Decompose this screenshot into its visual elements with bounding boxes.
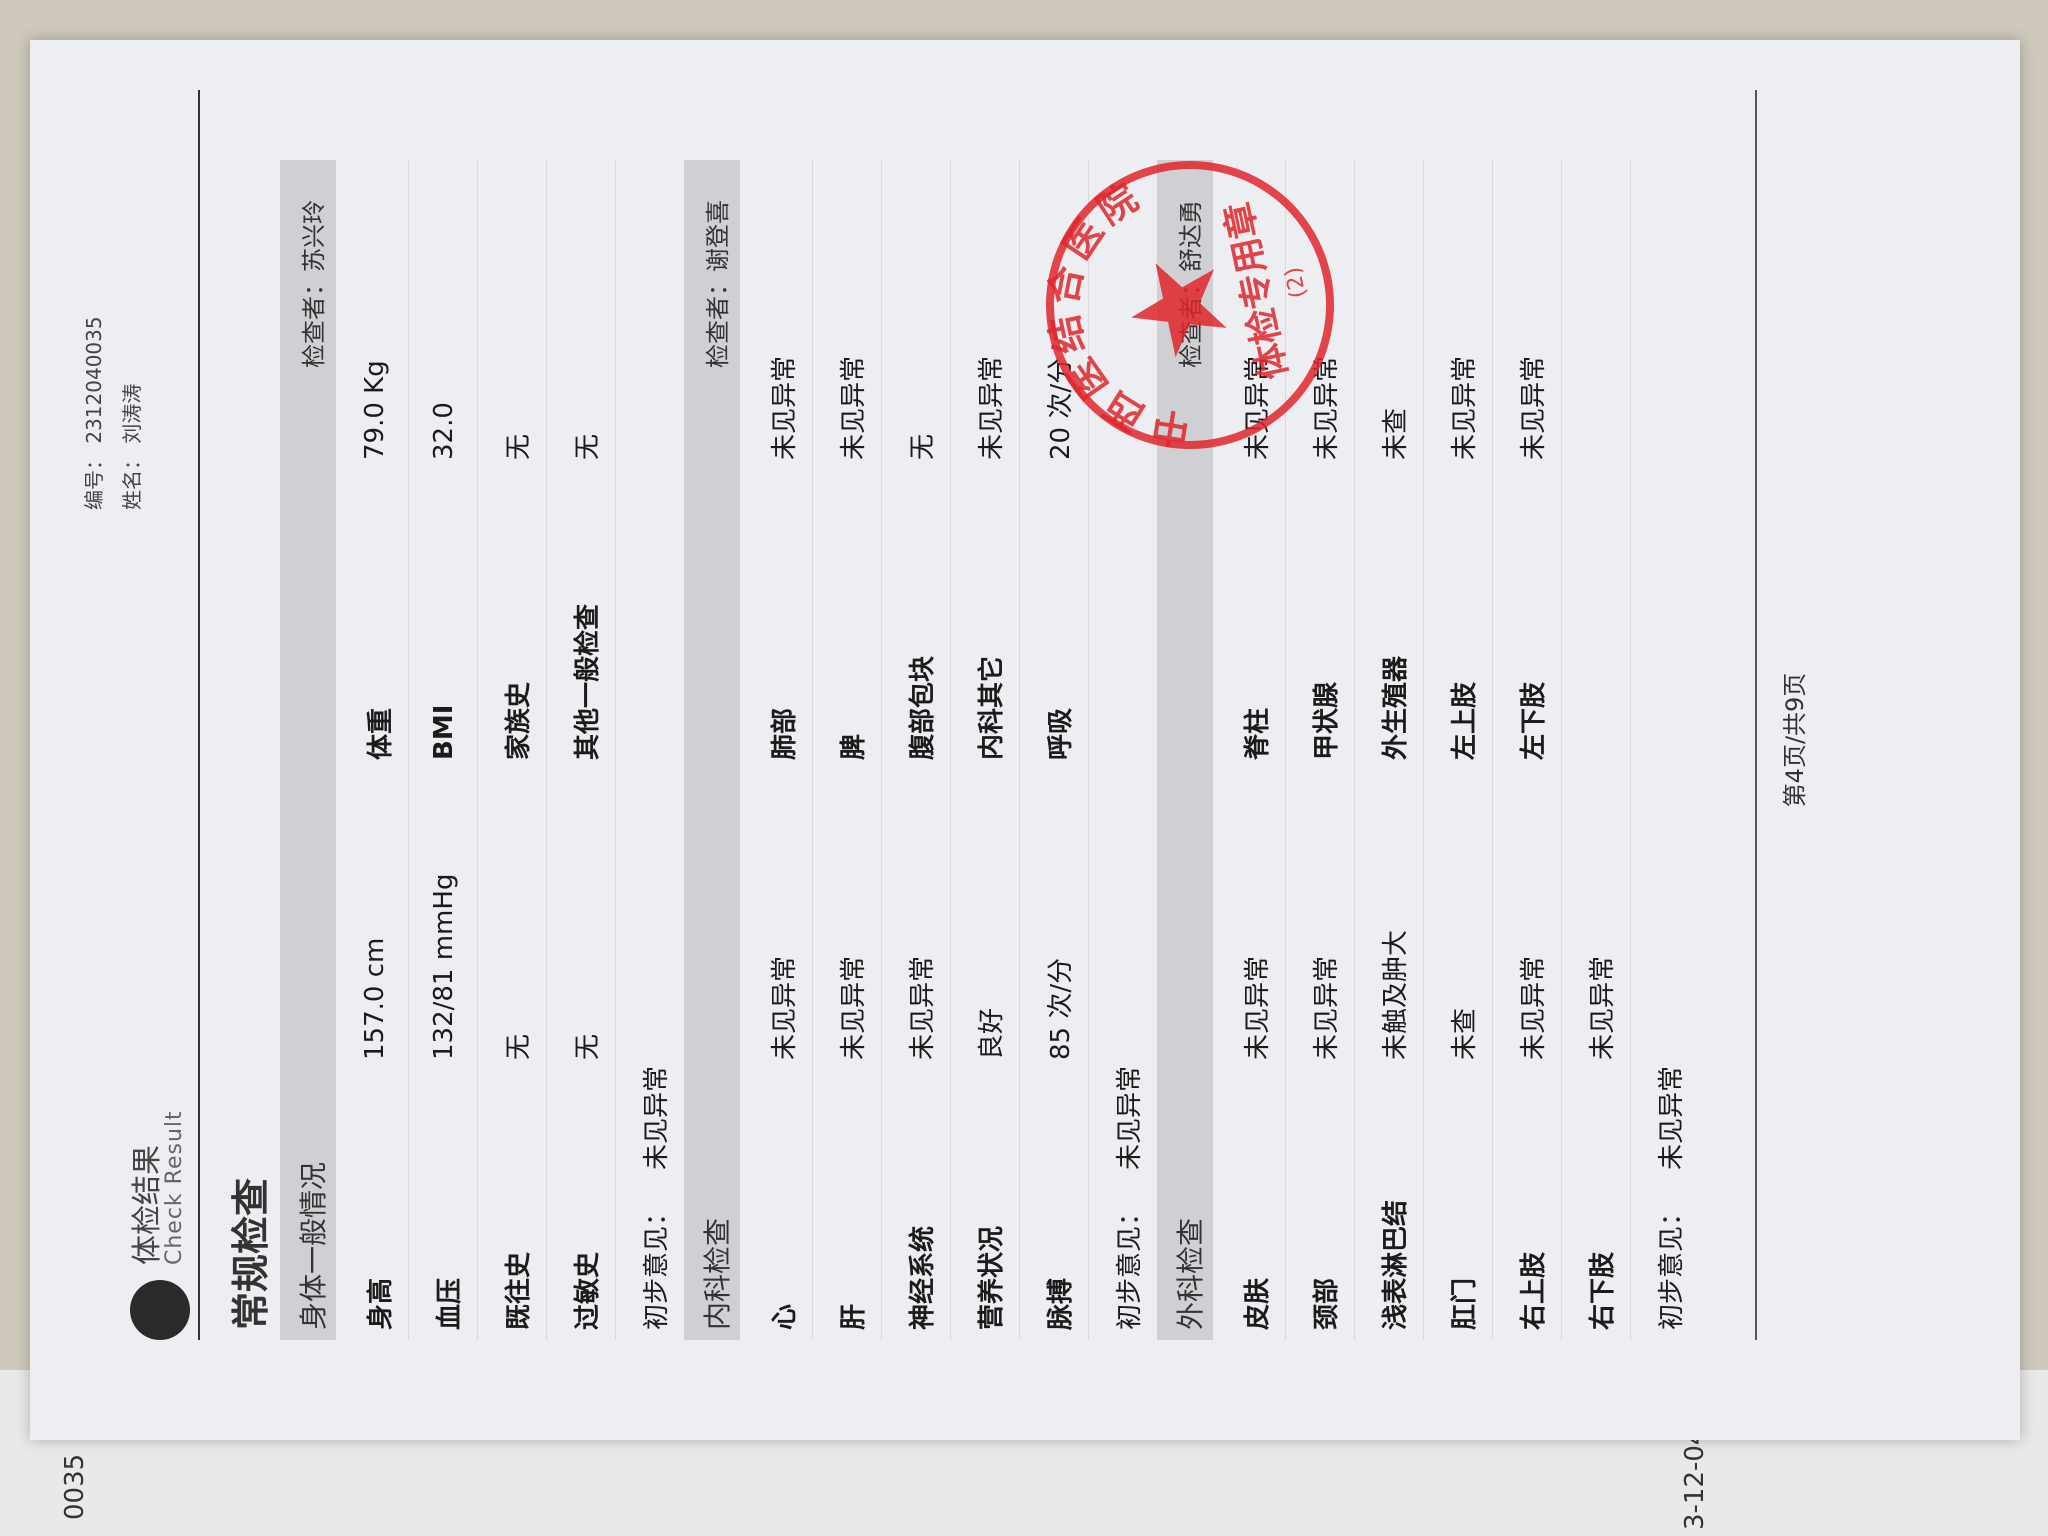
item-label: 体重 [366, 707, 396, 760]
left-page-fragment: 0035 [60, 1453, 90, 1520]
item-label: BMI [429, 704, 459, 760]
item-value: 无 [573, 1033, 603, 1060]
stamp-purpose: 体检专用章 [1217, 198, 1296, 383]
section-title: 内科检查 [701, 1217, 734, 1330]
rule [1755, 90, 1757, 1340]
item-value: 未见异常 [770, 355, 800, 460]
item-label: 右下肢 [1588, 1251, 1618, 1330]
item-label: 肛门 [1450, 1277, 1480, 1330]
stamp: 中西医结合医院 体检专用章 (2) [1016, 161, 1334, 476]
item-label: 血压 [435, 1277, 465, 1330]
doc-title: 体检结果 [130, 1145, 165, 1265]
item-value: 157.0 cm [360, 937, 390, 1060]
item-value: 未查 [1450, 1007, 1480, 1060]
conclusion-value: 未见异常 [1657, 1065, 1687, 1170]
patient-name: 姓名： 刘涛涛 [120, 383, 144, 510]
item-label: 既往史 [504, 1251, 534, 1330]
item-value: 无 [573, 433, 603, 460]
item-value: 良好 [977, 1007, 1007, 1060]
item-label: 其他一般检查 [573, 603, 603, 760]
item-label: 肝 [839, 1303, 869, 1330]
item-label: 家族史 [504, 681, 534, 760]
doc-subtitle: Check Result [162, 1110, 187, 1265]
item-value: 未见异常 [1588, 955, 1618, 1060]
table-row: 浅表淋巴结 未触及肿大 外生殖器 未查 [1355, 160, 1424, 1340]
section-title: 身体一般情况 [297, 1161, 330, 1330]
stamp-number: (2) [1281, 265, 1312, 301]
table-row: 营养状况 良好 内科其它 未见异常 [951, 160, 1020, 1340]
table-row: 过敏史无其他一般检查无 [547, 160, 616, 1340]
item-label: 身高 [366, 1277, 396, 1330]
sections: 身体一般情况 检查者：苏兴玲 身高 157.0 cm 体重 79.0 Kg 血压 132/81… [280, 160, 1699, 1340]
table-row: 既往史无家族史无 [478, 160, 547, 1340]
item-label: 脾 [839, 733, 869, 760]
item-label: 右上肢 [1519, 1251, 1549, 1330]
item-label: 营养状况 [977, 1225, 1007, 1330]
item-value: 未见异常 [1312, 955, 1342, 1060]
item-label: 过敏史 [573, 1251, 603, 1330]
table-row: 肛门 未查 左上肢 未见异常 [1424, 160, 1493, 1340]
item-value: 132/81 mmHg [429, 873, 459, 1060]
conclusion-label: 初步意见： [1115, 1199, 1145, 1330]
record-number: 编号： 2312040035 [82, 316, 106, 510]
item-value: 32.0 [429, 402, 459, 460]
conclusion-value: 未见异常 [1115, 1065, 1145, 1170]
page-number: 第4页/共9页 [1781, 672, 1809, 808]
item-label: 肺部 [770, 707, 800, 760]
item-value: 85 次/分 [1046, 957, 1076, 1060]
item-label: 皮肤 [1243, 1277, 1273, 1330]
item-value: 未见异常 [839, 955, 869, 1060]
document-page: 体检结果 Check Result 编号： 2312040035 姓名： 刘涛涛… [30, 40, 2020, 1440]
conclusion-label: 初步意见： [1657, 1199, 1687, 1330]
logo [130, 1280, 190, 1340]
item-value: 未见异常 [1243, 955, 1273, 1060]
conclusion-row: 初步意见： 未见异常 [616, 160, 684, 1340]
item-label: 脉搏 [1046, 1277, 1076, 1330]
item-label: 内科其它 [977, 655, 1007, 760]
table-row: 肝未见异常脾未见异常 [813, 160, 882, 1340]
item-value: 未查 [1381, 407, 1411, 460]
conclusion-value: 未见异常 [642, 1065, 672, 1170]
item-value: 未见异常 [977, 355, 1007, 460]
item-label: 颈部 [1312, 1277, 1342, 1330]
examiner: 检查者：谢登喜 [704, 200, 732, 368]
examiner: 检查者：苏兴玲 [300, 200, 328, 368]
item-label: 浅表淋巴结 [1381, 1199, 1411, 1330]
section-header: 身体一般情况 检查者：苏兴玲 [280, 160, 336, 1340]
left-page-fragment: 3-12-04 [1680, 1428, 1710, 1530]
table-row: 右上肢 未见异常 左下肢 未见异常 [1493, 160, 1562, 1340]
conclusion-label: 初步意见： [642, 1199, 672, 1330]
item-label: 左上肢 [1450, 681, 1480, 760]
item-value: 79.0 Kg [360, 360, 390, 460]
section-header: 内科检查 检查者：谢登喜 [684, 160, 740, 1340]
item-label: 呼吸 [1046, 707, 1076, 760]
item-value: 未见异常 [1519, 955, 1549, 1060]
item-value: 未见异常 [839, 355, 869, 460]
item-label: 心 [770, 1303, 800, 1330]
rule [198, 90, 200, 1340]
table-row: 右下肢 未见异常 [1562, 160, 1631, 1340]
item-value: 无 [504, 433, 534, 460]
conclusion-row: 初步意见： 未见异常 [1631, 160, 1699, 1340]
table-row: 神经系统 未见异常 腹部包块 无 [882, 160, 951, 1340]
item-value: 未触及肿大 [1381, 929, 1411, 1060]
item-value: 无 [504, 1033, 534, 1060]
item-value: 未见异常 [1519, 355, 1549, 460]
section-title: 外科检查 [1174, 1217, 1207, 1330]
heading: 常规检查 [229, 1177, 273, 1330]
table-row: 身高 157.0 cm 体重 79.0 Kg [340, 160, 409, 1340]
item-value: 未见异常 [1450, 355, 1480, 460]
item-label: 腹部包块 [908, 655, 938, 760]
table-row: 血压 132/81 mmHg BMI 32.0 [409, 160, 478, 1340]
item-label: 脊柱 [1243, 707, 1273, 760]
item-label: 左下肢 [1519, 681, 1549, 760]
item-label: 神经系统 [908, 1225, 938, 1330]
item-value: 未见异常 [908, 955, 938, 1060]
item-label: 甲状腺 [1312, 681, 1342, 760]
item-label: 外生殖器 [1381, 655, 1411, 760]
item-value: 无 [908, 433, 938, 460]
table-row: 心未见异常 肺部 未见异常 [744, 160, 813, 1340]
item-value: 未见异常 [770, 955, 800, 1060]
